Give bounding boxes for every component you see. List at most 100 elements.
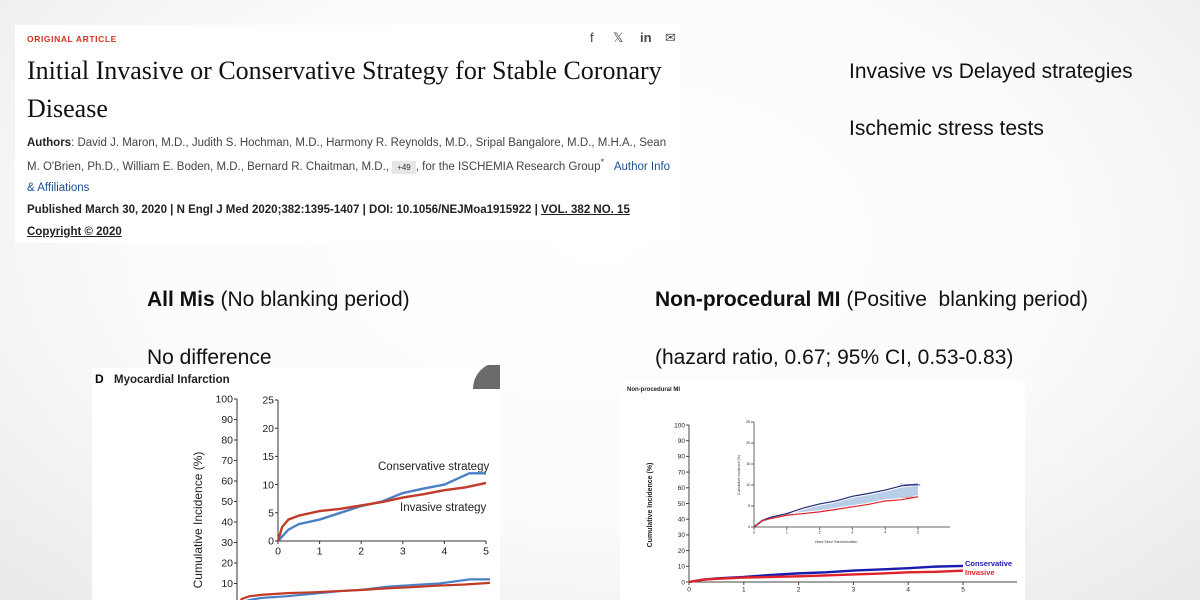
left-main-y-tick-label: 100: [215, 394, 233, 406]
right-inset-x-label: Years Since Randomization: [815, 540, 858, 544]
right-main-invasive-line: [688, 569, 964, 584]
author-info-link[interactable]: Author Info & Affiliations: [27, 160, 671, 194]
article-title: Initial Invasive or Conservative Strateg…: [27, 56, 662, 123]
right-inset-y-tick-label: 20: [746, 441, 750, 445]
right-main-y-tick-label: 10: [678, 564, 686, 571]
left-heading-bold: All Mis: [147, 288, 215, 311]
left-heading-rest: (No blanking period): [214, 288, 410, 311]
right-heading-rest: (Positive blanking period): [840, 288, 1088, 311]
publication-info: Published March 30, 2020 | N Engl J Med …: [27, 199, 687, 243]
right-main-y-tick-label: 100: [674, 422, 685, 429]
right-main-y-tick-label: 60: [678, 485, 686, 492]
volume-link[interactable]: VOL. 382 NO. 15: [541, 204, 630, 216]
left-main-y-tick-label: 70: [221, 455, 233, 467]
article-type: ORIGINAL ARTICLE: [27, 34, 117, 44]
left-chart-image: [92, 368, 500, 600]
note-stress-tests: Ischemic stress tests: [849, 117, 1044, 140]
authors-list: Authors: David J. Maron, M.D., Judith S.…: [27, 133, 677, 198]
right-inset-conservative-line: [753, 483, 919, 528]
left-inset-y-tick-label: 20: [262, 423, 274, 435]
right-main-x-tick-label: 4: [906, 587, 910, 594]
right-main-y-tick-label: 40: [678, 516, 686, 523]
note-strategies: Invasive vs Delayed strategies: [849, 60, 1133, 83]
more-authors-button[interactable]: +49: [392, 160, 416, 174]
right-y-label: Cumulative Incidence (%): [647, 463, 654, 548]
right-inset-confidence-band: [754, 485, 918, 529]
left-main-y-tick-label: 20: [221, 558, 233, 570]
right-main-x-tick-label: 3: [852, 587, 856, 594]
right-legend-invasive: Invasive: [965, 568, 995, 577]
right-inset-x-tick-label: 1: [786, 531, 788, 535]
right-inset-y-tick-label: 15: [746, 462, 750, 466]
left-chart-title: Myocardial Infarction: [114, 374, 230, 386]
left-inset-x-tick-label: 4: [441, 546, 447, 558]
left-inset-y-tick-label: 5: [268, 507, 274, 519]
right-main-y-tick-label: 70: [678, 469, 686, 476]
left-inset-y-tick-label: 15: [262, 451, 274, 463]
right-main-x-tick-label: 0: [687, 587, 691, 594]
left-main-y-tick-label: 80: [221, 435, 233, 447]
published-line: Published March 30, 2020 | N Engl J Med …: [27, 204, 541, 216]
right-main-x-tick-label: 5: [961, 587, 965, 594]
left-legend-invasive: Invasive strategy: [400, 502, 487, 514]
right-inset-y-tick-label: 5: [748, 504, 750, 508]
left-inset-x-tick-label: 3: [400, 546, 406, 558]
right-inset-x-tick-label: 4: [884, 531, 886, 535]
right-inset-y-tick-label: 10: [746, 483, 750, 487]
article-header-card: ORIGINAL ARTICLE f 𝕏 in ✉ Initial Invasi…: [15, 25, 680, 243]
left-inset-y-tick-label: 10: [262, 479, 274, 491]
right-inset-y-tick-label: 25: [746, 420, 750, 424]
right-inset-x-tick-label: 0: [753, 531, 755, 535]
right-inset-y-tick-label: 0: [748, 525, 750, 529]
left-inset-x-tick-label: 5: [483, 546, 489, 558]
left-main-y-tick-label: 10: [221, 578, 233, 590]
left-main-y-tick-label: 30: [221, 537, 233, 549]
research-group: , for the ISCHEMIA Research Group: [415, 160, 601, 173]
left-main-y-tick-label: 40: [221, 517, 233, 529]
right-heading-bold: Non-procedural MI: [655, 288, 841, 311]
right-main-y-tick-label: 50: [678, 501, 686, 508]
x-icon[interactable]: 𝕏: [613, 30, 624, 45]
right-main-y-tick-label: 90: [678, 438, 686, 445]
facebook-icon[interactable]: f: [590, 30, 594, 45]
left-legend-conservative: Conservative strategy: [378, 461, 489, 473]
left-inset-y-tick-label: 25: [262, 395, 274, 407]
left-y-label: Cumulative Incidence (%): [191, 452, 205, 589]
right-main-y-tick-label: 0: [681, 579, 685, 586]
left-main-y-tick-label: 60: [221, 476, 233, 488]
left-subheading: No difference: [147, 346, 272, 369]
right-inset-y-label: Cumulative Incidence (%): [737, 455, 741, 495]
group-footnote: *: [600, 157, 605, 168]
right-main-y-tick-label: 30: [678, 532, 686, 539]
right-main-y-tick-label: 20: [678, 548, 686, 555]
right-inset-x-tick-label: 2: [819, 531, 821, 535]
mail-icon[interactable]: ✉: [665, 30, 676, 45]
right-chart-title: Non-procedural MI: [627, 387, 680, 393]
right-main-x-tick-label: 1: [742, 587, 746, 594]
left-main-y-tick-label: 90: [221, 414, 233, 426]
left-inset-invasive-line: [276, 481, 487, 542]
right-inset-invasive-line: [753, 496, 919, 528]
linkedin-icon[interactable]: in: [640, 30, 652, 45]
left-panel-label: D: [95, 372, 104, 386]
right-main-y-tick-label: 80: [678, 454, 686, 461]
right-subheading: (hazard ratio, 0.67; 95% CI, 0.53-0.83): [655, 346, 1014, 369]
left-inset-x-tick-label: 1: [317, 546, 323, 558]
left-inset-x-tick-label: 0: [275, 546, 281, 558]
right-heading: Non-procedural MI (Positive blanking per…: [655, 288, 1088, 312]
right-chart-image: [620, 380, 1025, 600]
left-main-invasive-line: [239, 581, 491, 600]
copyright-link[interactable]: Copyright © 2020: [27, 226, 122, 238]
right-inset-x-tick-label: 5: [917, 531, 919, 535]
left-inset-y-tick-label: 0: [268, 536, 274, 548]
authors-label: Authors: [27, 137, 72, 149]
right-legend-conservative: Conservative: [965, 559, 1012, 568]
left-main-y-tick-label: 50: [221, 496, 233, 508]
right-main-conservative-line: [688, 564, 964, 584]
left-inset-x-tick-label: 2: [358, 546, 364, 558]
left-heading: All Mis (No blanking period): [147, 288, 410, 312]
authors-names: : David J. Maron, M.D., Judith S. Hochma…: [27, 137, 667, 173]
right-inset-x-tick-label: 3: [851, 531, 853, 535]
right-main-x-tick-label: 2: [797, 587, 801, 594]
